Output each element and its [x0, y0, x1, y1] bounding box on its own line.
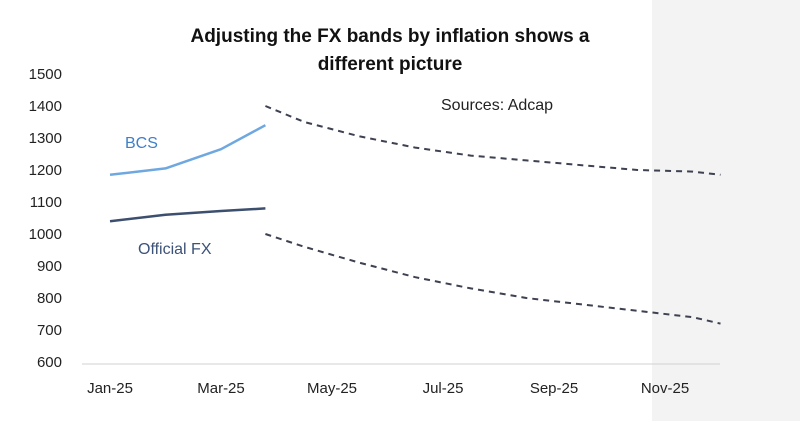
y-axis: 1500 1400 1300 1200 1100 1000 900 800 700 600 — [29, 66, 62, 371]
chart-title-line-2: different picture — [317, 54, 463, 75]
chart-title-line-1: Adjusting the FX bands by inflation show… — [190, 26, 590, 47]
series-label-official-fx: Official FX — [138, 241, 212, 258]
y-tick-label: 600 — [37, 354, 62, 371]
y-tick-label: 1200 — [29, 162, 62, 179]
series-line-upper-band-inflation-adjusted — [265, 105, 721, 176]
y-tick-label: 900 — [37, 258, 62, 275]
x-tick-label: Jan-25 — [87, 380, 133, 397]
x-tick-label: Jul-25 — [423, 380, 464, 397]
chart-background-panel — [652, 0, 800, 421]
x-tick-label: Nov-25 — [641, 380, 689, 397]
y-tick-label: 1100 — [30, 194, 62, 211]
x-tick-label: Sep-25 — [530, 380, 578, 397]
y-tick-label: 800 — [37, 290, 62, 307]
x-tick-label: May-25 — [307, 380, 357, 397]
series-line-bcs — [109, 124, 266, 177]
x-tick-label: Mar-25 — [197, 380, 245, 397]
y-tick-label: 1500 — [29, 66, 62, 83]
series-label-bcs: BCS — [125, 135, 158, 152]
series-line-official-fx — [109, 207, 266, 223]
y-tick-label: 1000 — [29, 226, 62, 243]
source-note: Sources: Adcap — [441, 97, 553, 114]
series-line-lower-band-inflation-adjusted — [265, 233, 721, 325]
y-tick-label: 700 — [37, 322, 62, 339]
y-tick-label: 1400 — [29, 98, 62, 115]
series-lines — [109, 105, 721, 325]
y-tick-label: 1300 — [29, 130, 62, 147]
x-axis: Jan-25 Mar-25 May-25 Jul-25 Sep-25 Nov-25 — [87, 380, 689, 397]
